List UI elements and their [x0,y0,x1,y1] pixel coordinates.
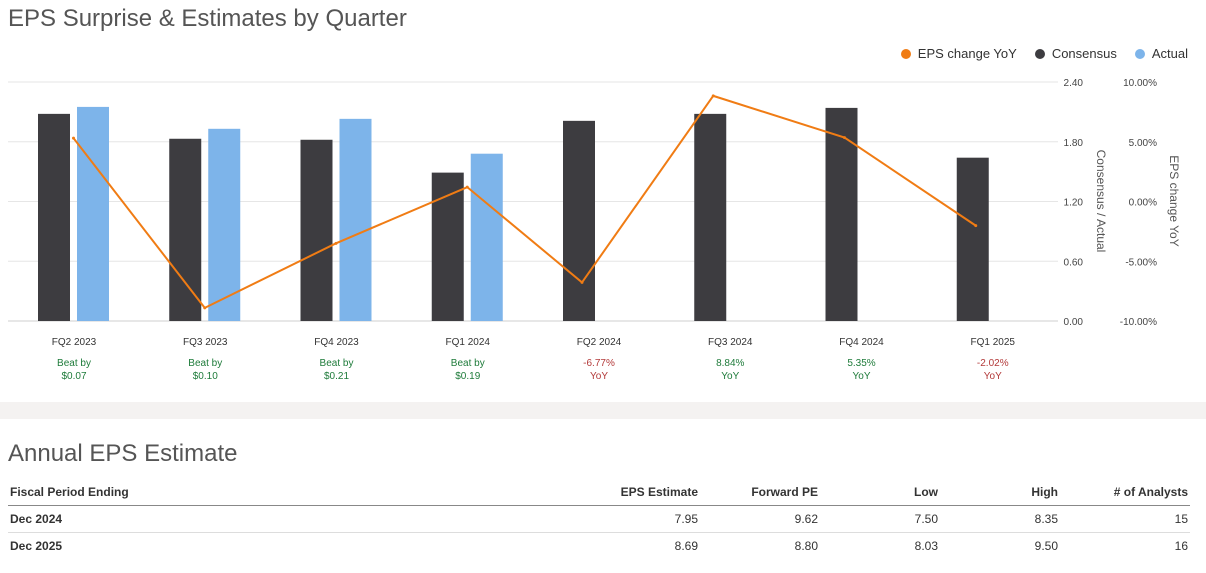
surprise-label-bottom: YoY [853,371,871,382]
surprise-label-bottom: YoY [721,371,739,382]
table-header-row: Fiscal Period Ending EPS Estimate Forwar… [8,479,1190,506]
point-eps-change-yoy [843,136,846,140]
legend-label: Consensus [1051,46,1117,61]
y-left-tick-label: 1.80 [1064,138,1084,149]
table-row: Dec 2024 7.95 9.62 7.50 8.35 15 [8,505,1190,533]
x-tick-label: FQ3 2024 [708,337,753,348]
bar-consensus [956,157,989,321]
point-eps-change-yoy [711,94,715,98]
bar-actual [339,118,372,322]
surprise-label-top: Beat by [451,358,485,369]
legend-dot-icon [1034,48,1045,59]
surprise-label-bottom: YoY [590,371,608,382]
y-left-tick-label: 0.60 [1064,257,1084,268]
legend-dot-icon [900,48,911,59]
bar-consensus [694,113,727,321]
table-row: Dec 2025 8.69 8.80 8.03 9.50 16 [8,533,1190,560]
column-header[interactable]: # of Analysts [1060,479,1190,506]
table-cell: 16 [1174,539,1188,553]
y-right-tick-label: 10.00% [1123,78,1157,89]
point-eps-change-yoy [203,306,207,310]
bar-actual [208,128,241,321]
bar-actual [470,153,503,321]
legend-label: EPS change YoY [917,46,1017,61]
annual-eps-table: Fiscal Period Ending EPS Estimate Forwar… [8,479,1190,559]
x-tick-label: FQ4 2023 [314,337,359,348]
legend-item-actual[interactable]: Actual [1134,46,1188,61]
table-cell: 7.95 [348,505,700,533]
bar-consensus [38,113,70,321]
surprise-label-top: Beat by [188,358,222,369]
table-cell: 7.50 [820,505,940,533]
x-tick-label: FQ2 2024 [577,337,622,348]
point-eps-change-yoy [580,280,584,284]
surprise-label-top: -2.02% [977,358,1009,369]
surprise-label-bottom: $0.19 [455,371,480,382]
y-right-axis-label: EPS change YoY [1167,155,1181,246]
y-left-tick-label: 0.00 [1064,317,1084,328]
surprise-label-bottom: YoY [984,371,1002,382]
table-cell: 9.62 [700,505,820,533]
point-eps-change-yoy [72,136,75,140]
point-eps-change-yoy [334,241,338,245]
surprise-label-bottom: $0.07 [61,371,86,382]
chart-title: EPS Surprise & Estimates by Quarter [8,5,407,32]
x-tick-label: FQ1 2025 [971,337,1016,348]
table-cell: 15 [1060,505,1190,533]
y-left-axis-label: Consensus / Actual [1094,150,1108,253]
surprise-label-top: 5.35% [847,358,875,369]
x-tick-label: FQ1 2024 [446,337,491,348]
surprise-label-top: 8.84% [716,358,744,369]
annual-title: Annual EPS Estimate [8,440,238,467]
legend-item-consensus[interactable]: Consensus [1034,46,1117,61]
eps-chart: 0.00 0.60 1.20 1.80 2.40 -10.00% -5.00% 0.00% 5.… [8,78,1181,382]
bar-consensus [169,138,202,321]
legend-dot-icon [1134,48,1145,59]
bar-consensus [825,107,858,322]
y-left-tick-label: 2.40 [1064,78,1084,89]
column-header[interactable]: High [940,479,1060,506]
table-cell: 8.03 [914,539,938,553]
surprise-label-top: Beat by [320,358,354,369]
column-header[interactable]: Low [820,479,940,506]
legend-item-eps-change[interactable]: EPS change YoY [900,46,1017,61]
x-tick-label: FQ2 2023 [52,337,97,348]
column-header[interactable]: EPS Estimate [348,479,700,506]
y-left-tick-label: 1.20 [1064,198,1084,209]
chart-legend: EPS change YoY Consensus Actual [900,46,1188,61]
section-divider [0,402,1206,419]
column-header[interactable]: Forward PE [700,479,820,506]
table-cell: Dec 2025 [10,539,63,553]
point-eps-change-yoy [974,224,978,228]
y-right-tick-label: 0.00% [1129,198,1157,209]
point-eps-change-yoy [465,185,469,189]
column-header[interactable]: Fiscal Period Ending [8,479,348,506]
surprise-label-bottom: $0.21 [324,371,349,382]
table-cell: 9.50 [1034,539,1058,553]
bar-consensus [431,172,464,321]
surprise-label-bottom: $0.10 [193,371,218,382]
y-right-tick-label: 5.00% [1129,138,1157,149]
bar-consensus [300,139,333,321]
table-cell: 8.80 [794,539,818,553]
table-cell: 8.35 [940,505,1060,533]
surprise-label-top: -6.77% [583,358,615,369]
bar-actual [77,106,109,321]
y-right-tick-label: -5.00% [1125,257,1157,268]
y-right-tick-label: -10.00% [1120,317,1157,328]
table-cell: 8.69 [674,539,698,553]
x-tick-label: FQ4 2024 [839,337,884,348]
line-eps-change-yoy [72,94,977,310]
x-tick-label: FQ3 2023 [183,337,228,348]
bar-consensus [563,120,595,322]
surprise-label-top: Beat by [57,358,91,369]
legend-label: Actual [1151,46,1188,61]
table-cell: Dec 2024 [8,505,348,533]
